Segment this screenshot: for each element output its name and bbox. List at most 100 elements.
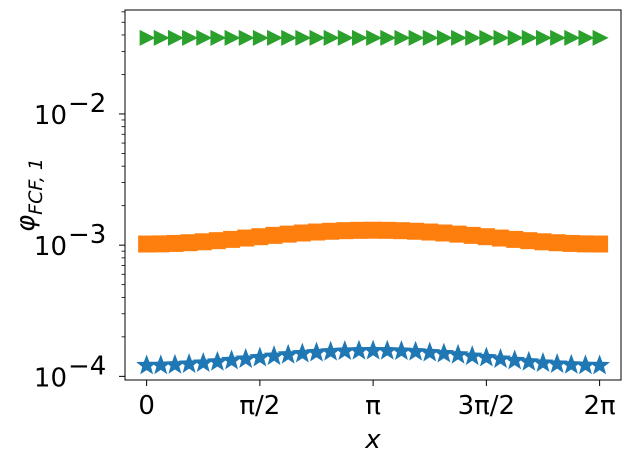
data-point-square-13 bbox=[322, 222, 340, 240]
data-point-star-15 bbox=[348, 339, 370, 360]
data-point-square-8 bbox=[251, 228, 269, 246]
y-tick-exponent: −3 bbox=[68, 220, 106, 250]
data-point-star-25 bbox=[490, 348, 511, 368]
data-point-triangle-right-28 bbox=[535, 29, 552, 46]
data-point-square-19 bbox=[407, 222, 425, 240]
data-point-triangle-right-17 bbox=[380, 29, 397, 46]
data-point-triangle-right-3 bbox=[182, 29, 199, 46]
data-point-triangle-right-26 bbox=[507, 29, 524, 46]
x-tick-label: 0 bbox=[138, 391, 155, 421]
data-point-star-16 bbox=[362, 339, 384, 360]
data-point-star-30 bbox=[560, 353, 582, 374]
x-tick-label: 3π/2 bbox=[458, 391, 516, 421]
data-point-star-22 bbox=[447, 343, 469, 364]
data-point-triangle-right-2 bbox=[167, 29, 184, 46]
data-point-star-7 bbox=[235, 348, 257, 368]
data-point-triangle-right-21 bbox=[436, 29, 453, 46]
data-point-star-8 bbox=[249, 346, 271, 367]
data-point-star-17 bbox=[376, 339, 398, 360]
x-tick-label: 2π bbox=[584, 391, 616, 421]
data-point-square-2 bbox=[166, 234, 184, 252]
data-point-star-2 bbox=[164, 353, 186, 374]
data-point-square-3 bbox=[180, 234, 198, 252]
y-tick-base: 10 bbox=[34, 363, 67, 393]
x-tick-label: π bbox=[365, 391, 381, 421]
data-point-square-10 bbox=[279, 225, 297, 243]
data-point-triangle-right-7 bbox=[238, 29, 255, 46]
y-axis-label: φFCF, 1 bbox=[11, 158, 47, 232]
data-point-square-16 bbox=[364, 221, 382, 239]
data-point-triangle-right-15 bbox=[351, 29, 368, 46]
data-point-square-14 bbox=[336, 222, 354, 240]
y-tick-label: 10 bbox=[34, 363, 67, 393]
data-point-square-30 bbox=[562, 234, 580, 252]
data-point-square-12 bbox=[307, 223, 325, 241]
data-point-star-19 bbox=[405, 340, 427, 361]
data-point-triangle-right-6 bbox=[224, 29, 241, 46]
data-point-star-24 bbox=[475, 346, 497, 367]
data-point-square-31 bbox=[576, 235, 594, 253]
data-point-star-18 bbox=[390, 340, 412, 361]
data-point-star-32 bbox=[589, 354, 611, 375]
data-point-triangle-right-14 bbox=[337, 29, 354, 46]
data-point-triangle-right-31 bbox=[578, 29, 595, 46]
data-point-star-29 bbox=[546, 353, 568, 373]
data-point-star-14 bbox=[334, 340, 356, 361]
data-point-square-17 bbox=[378, 221, 396, 239]
data-point-triangle-right-22 bbox=[451, 29, 468, 46]
data-point-triangle-right-18 bbox=[394, 29, 411, 46]
data-point-star-1 bbox=[150, 354, 172, 375]
data-point-star-21 bbox=[433, 342, 455, 363]
data-point-triangle-right-13 bbox=[323, 29, 340, 46]
data-point-star-4 bbox=[192, 352, 214, 372]
data-point-star-26 bbox=[504, 349, 526, 370]
data-point-square-6 bbox=[223, 230, 241, 248]
y-tick-base: 10 bbox=[34, 232, 67, 262]
data-point-star-5 bbox=[206, 350, 228, 371]
data-point-triangle-right-10 bbox=[281, 29, 298, 46]
data-point-square-22 bbox=[449, 225, 467, 243]
data-point-triangle-right-19 bbox=[408, 29, 425, 46]
x-axis-label: x bbox=[364, 425, 381, 455]
data-point-star-31 bbox=[574, 354, 596, 375]
data-point-square-7 bbox=[237, 229, 255, 247]
data-point-triangle-right-16 bbox=[366, 29, 383, 46]
data-point-star-10 bbox=[277, 343, 299, 364]
data-point-triangle-right-9 bbox=[267, 29, 284, 46]
data-point-star-20 bbox=[419, 341, 441, 362]
data-point-square-15 bbox=[350, 221, 368, 239]
data-point-triangle-right-4 bbox=[196, 29, 213, 46]
data-point-star-0 bbox=[136, 354, 158, 375]
data-point-square-11 bbox=[293, 224, 311, 242]
data-point-star-12 bbox=[306, 341, 327, 362]
data-point-star-11 bbox=[291, 342, 313, 363]
data-point-square-24 bbox=[477, 228, 495, 246]
data-point-square-4 bbox=[194, 233, 212, 251]
data-point-square-0 bbox=[138, 235, 156, 253]
y-tick-exponent: −2 bbox=[68, 89, 106, 119]
data-point-triangle-right-29 bbox=[550, 29, 567, 46]
y-axis-label-sub: FCF, 1 bbox=[25, 158, 47, 215]
data-point-star-28 bbox=[532, 352, 554, 372]
data-point-square-29 bbox=[548, 234, 566, 252]
data-point-square-27 bbox=[520, 232, 538, 250]
x-tick-label: π/2 bbox=[239, 391, 280, 421]
y-tick-base: 10 bbox=[34, 101, 67, 131]
data-point-square-23 bbox=[463, 226, 481, 244]
data-point-star-23 bbox=[461, 345, 483, 366]
data-point-square-21 bbox=[435, 224, 453, 242]
data-point-triangle-right-32 bbox=[592, 29, 609, 46]
data-point-star-6 bbox=[221, 349, 243, 370]
y-tick-exponent: −4 bbox=[68, 351, 106, 381]
data-point-star-13 bbox=[320, 340, 342, 361]
data-point-triangle-right-5 bbox=[210, 29, 227, 46]
data-point-square-32 bbox=[591, 235, 609, 253]
data-point-triangle-right-24 bbox=[479, 29, 496, 46]
data-point-star-3 bbox=[178, 353, 200, 373]
data-point-square-20 bbox=[421, 223, 439, 241]
data-point-triangle-right-0 bbox=[139, 29, 156, 46]
y-tick-label: 10 bbox=[34, 101, 67, 131]
data-point-star-9 bbox=[263, 345, 285, 366]
data-point-square-25 bbox=[492, 229, 510, 247]
data-point-triangle-right-27 bbox=[521, 29, 538, 46]
